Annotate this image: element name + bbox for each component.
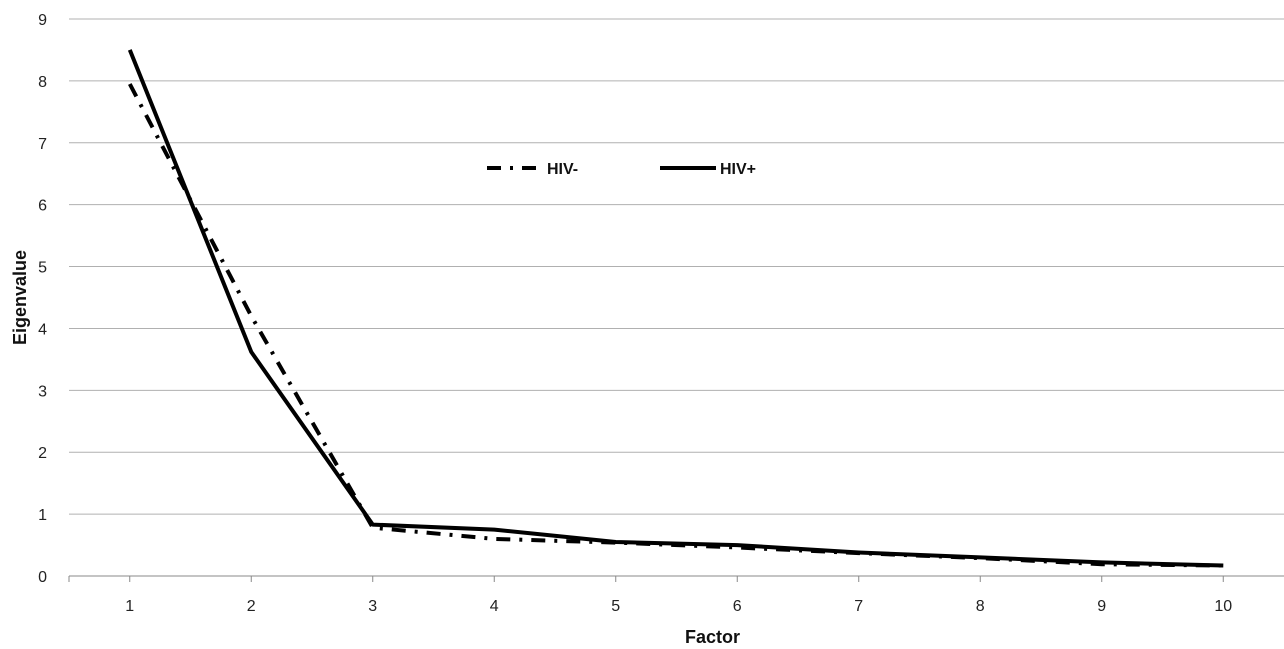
- x-tick-label: 8: [976, 598, 985, 615]
- gridlines: [68, 18, 1284, 582]
- legend-label: HIV+: [720, 161, 756, 178]
- x-axis-title: Factor: [685, 627, 740, 647]
- y-tick-labels: 0 1 2 3 4 5 6 7 8 9: [38, 12, 47, 586]
- x-tick-label: 9: [1097, 598, 1106, 615]
- x-tick-label: 7: [854, 598, 863, 615]
- x-tick-label: 4: [490, 598, 499, 615]
- y-tick-label: 0: [38, 569, 47, 586]
- x-tick-labels: 1 2 3 4 5 6 7 8 9 10: [125, 598, 1232, 615]
- legend-label: HIV-: [547, 161, 578, 178]
- x-tick-label: 10: [1214, 598, 1232, 615]
- series-line-hiv: [127, 49, 1224, 568]
- y-tick-label: 8: [38, 74, 47, 91]
- y-tick-label: 1: [38, 507, 47, 524]
- series-line-hiv: [128, 83, 1224, 568]
- y-tick-label: 5: [38, 260, 47, 277]
- y-axis-title: Eigenvalue: [10, 250, 30, 345]
- x-tick-label: 5: [611, 598, 620, 615]
- y-tick-label: 7: [38, 136, 47, 153]
- x-tick-label: 3: [368, 598, 377, 615]
- x-tick-label: 6: [733, 598, 742, 615]
- y-tick-label: 3: [38, 383, 47, 400]
- y-tick-label: 9: [38, 12, 47, 29]
- y-tick-label: 6: [38, 198, 47, 215]
- x-tick-label: 1: [125, 598, 134, 615]
- y-tick-label: 2: [38, 445, 47, 462]
- series-lines: [127, 49, 1224, 568]
- legend: HIV- HIV+: [487, 161, 756, 178]
- y-tick-label: 4: [38, 321, 47, 338]
- x-tick-label: 2: [247, 598, 256, 615]
